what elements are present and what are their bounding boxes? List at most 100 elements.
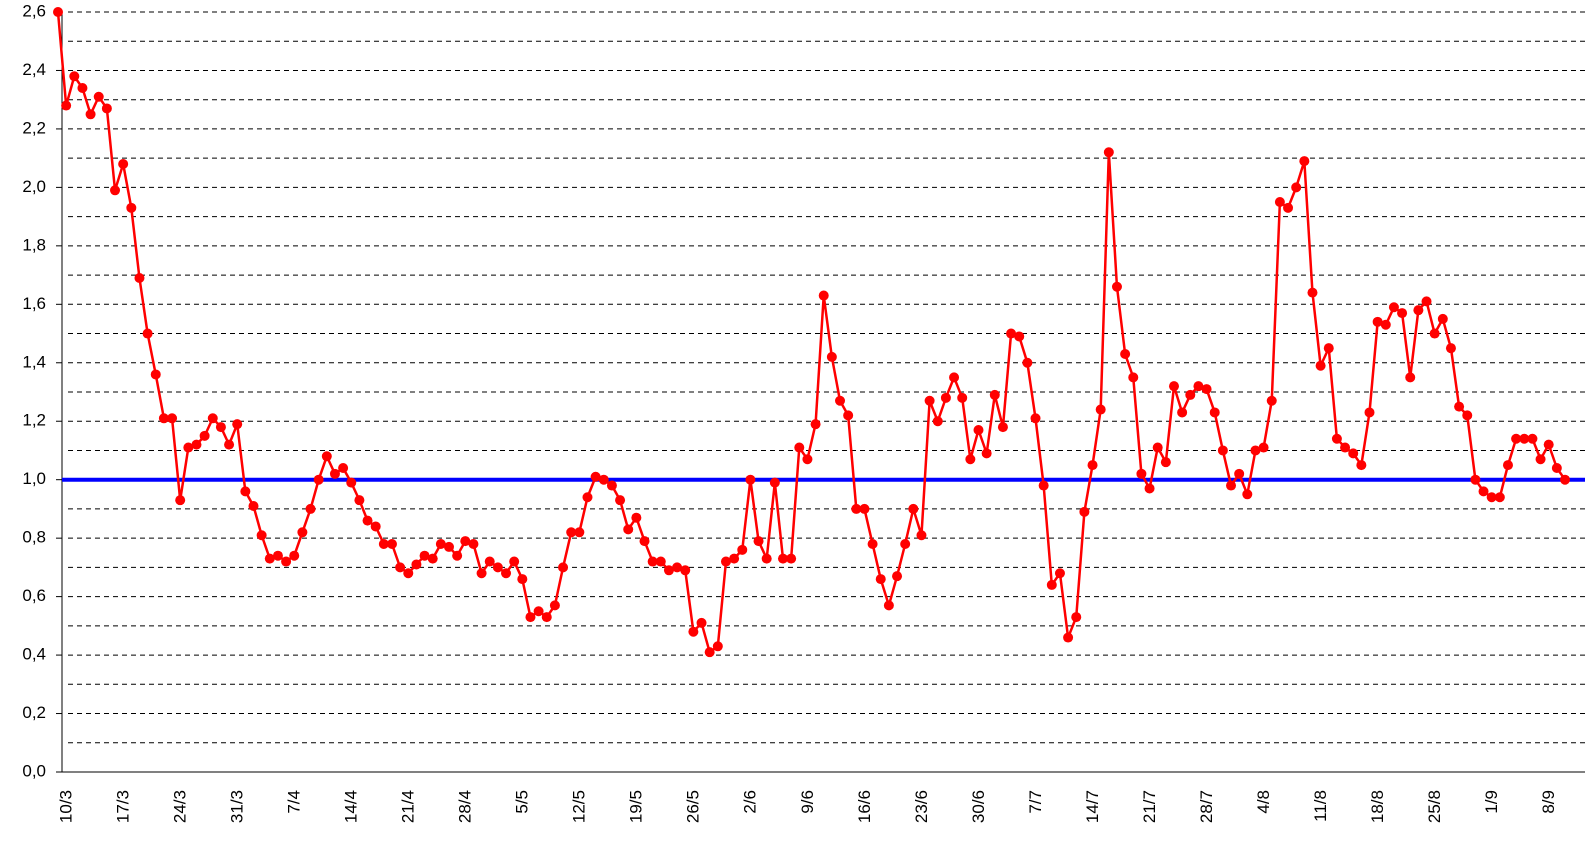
data-point	[289, 550, 300, 561]
x-tick-label: 30/6	[969, 790, 988, 823]
data-point	[647, 556, 658, 567]
data-point	[110, 185, 121, 196]
x-tick-label: 19/5	[627, 790, 646, 823]
x-tick-label: 7/7	[1026, 790, 1045, 814]
data-point	[712, 641, 723, 652]
data-point	[207, 413, 218, 424]
data-point	[338, 463, 349, 473]
data-point	[1087, 460, 1098, 471]
data-point	[1185, 389, 1196, 400]
x-tick-label: 5/5	[513, 790, 532, 814]
data-point	[444, 541, 455, 552]
y-tick-label: 0,4	[22, 645, 46, 664]
data-point	[1437, 313, 1448, 324]
data-point	[452, 550, 463, 561]
data-point	[1168, 381, 1179, 392]
data-point	[403, 568, 414, 579]
data-point	[1429, 328, 1440, 339]
data-point	[1348, 448, 1359, 459]
data-point	[370, 521, 381, 532]
data-point	[655, 556, 666, 567]
data-point	[680, 565, 691, 576]
x-tick-label: 10/3	[56, 790, 75, 823]
data-point	[1234, 468, 1245, 479]
data-point	[1299, 156, 1310, 167]
data-point	[435, 539, 446, 549]
data-point	[1356, 460, 1367, 471]
data-point	[1454, 401, 1465, 412]
data-point	[932, 416, 943, 427]
data-point	[875, 574, 886, 585]
data-point	[965, 454, 976, 465]
x-tick-label: 7/4	[285, 790, 304, 814]
data-point	[843, 410, 854, 421]
x-tick-label: 24/3	[171, 790, 190, 823]
data-point	[126, 202, 137, 213]
data-point	[989, 389, 1000, 400]
data-point	[419, 550, 430, 561]
data-point	[1331, 433, 1342, 444]
data-point	[158, 413, 169, 424]
data-point	[1494, 492, 1505, 503]
x-tick-label: 28/7	[1197, 790, 1216, 823]
data-point	[818, 290, 829, 301]
data-point	[517, 574, 528, 585]
data-point	[1266, 395, 1277, 406]
data-point	[1128, 372, 1139, 383]
data-point	[215, 422, 226, 433]
data-point	[810, 419, 821, 430]
data-point	[598, 474, 609, 485]
data-point	[264, 553, 275, 564]
data-point	[1551, 463, 1562, 473]
data-point	[1511, 433, 1522, 444]
data-point	[313, 474, 324, 485]
data-point	[1242, 489, 1253, 500]
x-tick-label: 11/8	[1311, 790, 1330, 822]
data-point	[1258, 442, 1269, 453]
data-point	[1372, 316, 1383, 327]
y-tick-label: 0,6	[22, 586, 46, 605]
data-point	[704, 647, 715, 658]
data-point	[1413, 305, 1424, 316]
data-point	[729, 553, 740, 564]
data-point	[892, 571, 903, 582]
data-point	[1323, 343, 1334, 354]
data-point	[85, 109, 96, 120]
data-point	[1543, 439, 1554, 450]
data-point	[199, 430, 210, 441]
data-point	[256, 530, 267, 541]
data-point	[900, 539, 911, 549]
x-tick-label: 14/7	[1083, 790, 1102, 823]
x-tick-label: 14/4	[342, 790, 361, 823]
data-point	[1120, 349, 1131, 359]
data-point	[851, 503, 862, 514]
data-point	[1103, 147, 1114, 158]
data-point	[101, 103, 112, 114]
x-tick-label: 16/6	[855, 790, 874, 823]
y-tick-label: 2,0	[22, 177, 46, 196]
data-point	[1470, 474, 1481, 485]
data-point	[1364, 407, 1375, 418]
data-point	[1079, 506, 1090, 517]
data-point	[224, 439, 235, 450]
data-point	[232, 419, 243, 430]
data-point	[1006, 328, 1017, 339]
data-point	[949, 372, 960, 383]
data-point	[297, 527, 308, 538]
data-point	[1095, 404, 1106, 415]
data-point	[802, 454, 813, 465]
data-point	[826, 351, 837, 362]
data-point	[623, 524, 634, 535]
data-point	[574, 527, 585, 538]
x-tick-label: 12/5	[570, 790, 589, 823]
x-tick-label: 9/6	[798, 790, 817, 814]
data-point	[175, 495, 186, 506]
data-point	[582, 492, 593, 503]
data-point	[1445, 343, 1456, 354]
data-point	[916, 530, 927, 541]
data-point	[908, 503, 919, 514]
data-point	[1519, 433, 1530, 444]
data-point	[1160, 457, 1171, 468]
data-point	[346, 477, 357, 488]
